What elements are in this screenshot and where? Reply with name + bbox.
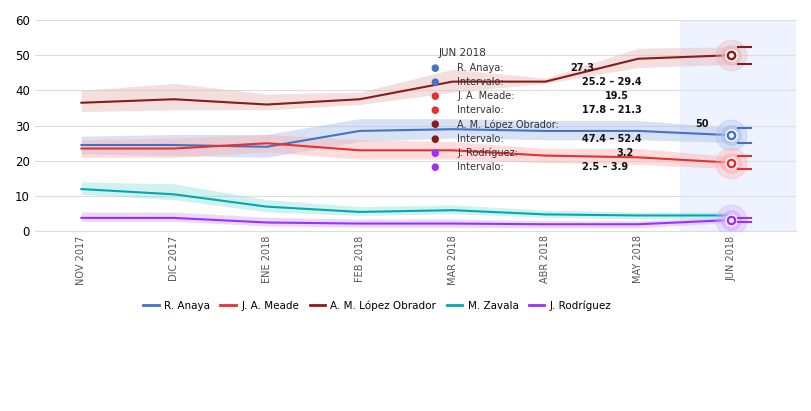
Legend: R. Anaya, J. A. Meade, A. M. López Obrador, M. Zavala, J. Rodríguez: R. Anaya, J. A. Meade, A. M. López Obrad… (139, 296, 616, 315)
Bar (680, 20, 800, 231)
